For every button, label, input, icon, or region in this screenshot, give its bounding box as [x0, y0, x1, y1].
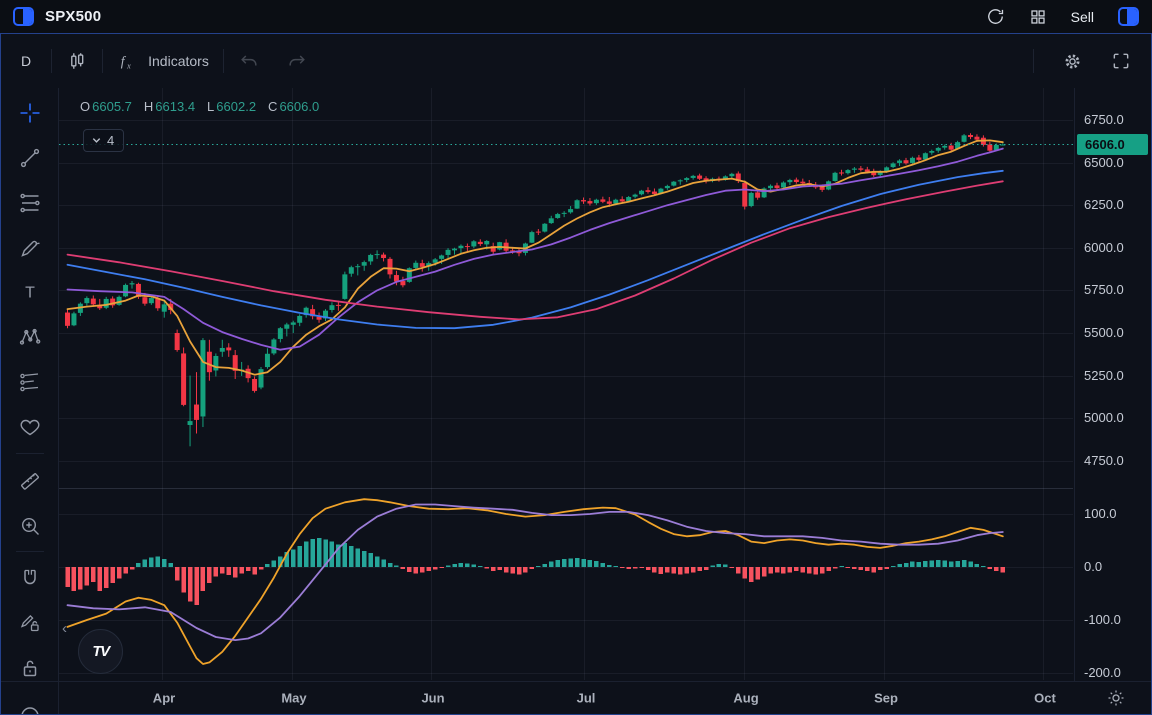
macd-lines-layer [66, 498, 1004, 665]
timeframe-button[interactable]: D [21, 53, 32, 69]
indicators-collapse-chip[interactable]: 4 [83, 129, 125, 152]
fullscreen-icon[interactable] [1111, 51, 1131, 71]
trend-line-tool-icon[interactable] [18, 146, 42, 170]
candles-layer [65, 133, 1006, 447]
macd-line [66, 498, 1004, 665]
fib-retracement-tool-icon[interactable] [18, 191, 42, 215]
topbar-actions: Sell [986, 7, 1139, 26]
time-axis-corner [1, 682, 59, 714]
toolbar-divider [16, 551, 44, 552]
price-tick-label: 6750.0 [1084, 112, 1124, 127]
settings-gear-icon[interactable] [1062, 51, 1083, 72]
drawing-toolbar: T [1, 88, 59, 681]
price-tick-label: 0.0 [1084, 559, 1103, 574]
zoom-in-tool-icon[interactable] [18, 514, 42, 538]
time-tick-label: May [281, 690, 307, 706]
svg-text:x: x [126, 61, 131, 70]
indicators-label: Indicators [148, 53, 209, 69]
toolbar-divider [51, 49, 53, 73]
ma-mid-violet [66, 147, 1004, 351]
ma-overlays-layer [66, 139, 1004, 376]
toolbar-divider [102, 49, 104, 73]
chevron-down-icon [92, 138, 101, 143]
price-tick-label: 6500.0 [1084, 154, 1124, 170]
price-tick-label: -100.0 [1084, 612, 1121, 627]
signal-line [66, 503, 1004, 641]
ma-fast-orange [66, 139, 1004, 376]
measure-tool-icon[interactable] [18, 469, 42, 493]
toolbar-divider [16, 453, 44, 454]
panel-toggle-icon-fill [1127, 9, 1137, 24]
theme-toggle-sun-icon[interactable] [1106, 688, 1126, 711]
time-tick-label: Sep [874, 690, 898, 706]
price-tick-label: -200.0 [1084, 665, 1121, 680]
time-tick-label: Oct [1034, 690, 1056, 706]
chart-body: T O 6605.7 H 6613.4 L 6602.2 C 6606.0 [1, 88, 1151, 681]
price-chart-canvas[interactable] [59, 88, 1073, 680]
price-tick-label: 6250.0 [1084, 197, 1124, 213]
refresh-icon[interactable] [986, 7, 1005, 26]
projection-tool-icon[interactable] [18, 370, 42, 394]
toolbar-divider [1033, 49, 1034, 73]
time-axis[interactable]: Apr May Jun Jul Aug Sep Oct [1, 681, 1151, 714]
tradingview-logo[interactable]: TV [78, 629, 123, 674]
time-tick-label: Aug [733, 690, 759, 706]
panel-toggle-icon[interactable] [1118, 7, 1139, 26]
toolbar-right-group [1033, 49, 1145, 73]
price-tick-label: 100.0 [1084, 506, 1117, 521]
time-tick-label: Apr [152, 690, 176, 706]
watchlist-panel-icon-fill [23, 9, 32, 24]
lock-all-tool-icon[interactable] [18, 656, 42, 680]
emoji-heart-tool-icon[interactable] [18, 415, 42, 439]
magnet-tool-icon[interactable] [18, 566, 42, 590]
undo-icon[interactable] [238, 51, 260, 71]
chart-area: O 6605.7 H 6613.4 L 6602.2 C 6606.0 4 ‹ TV [59, 88, 1074, 681]
grid-layer [59, 88, 1073, 680]
macd-histogram-layer [65, 537, 1005, 606]
time-tick-label: Jul [576, 690, 596, 706]
time-tick-label: Jun [421, 690, 445, 706]
indicator-count: 4 [107, 133, 115, 148]
redo-icon[interactable] [286, 51, 308, 71]
hide-marks-tool-icon[interactable] [18, 706, 42, 714]
ma-slow-blue [66, 169, 1004, 330]
watchlist-panel-icon[interactable] [13, 7, 34, 26]
candle-style-icon[interactable] [66, 50, 88, 72]
svg-text:T: T [25, 285, 35, 302]
svg-text:f: f [121, 54, 127, 69]
ma-long-pink [66, 180, 1004, 321]
price-tick-label: 4750.0 [1084, 452, 1124, 468]
topbar: SPX500 Sell [0, 0, 1152, 33]
price-tick-label: 5000.0 [1084, 410, 1124, 426]
last-price-label: 6606.0 [1077, 134, 1148, 156]
symbol-title: SPX500 [45, 8, 102, 25]
toolbar-divider [222, 49, 224, 73]
brush-tool-icon[interactable] [18, 236, 42, 260]
price-tick-label: 5750.0 [1084, 282, 1124, 298]
crosshair-tool-icon[interactable] [18, 101, 42, 125]
panel-collapse-chevron-icon[interactable]: ‹ [62, 620, 67, 637]
layout-grid-icon[interactable] [1029, 8, 1047, 26]
xabcd-pattern-tool-icon[interactable] [18, 325, 42, 349]
price-tick-label: 5250.0 [1084, 367, 1124, 383]
sell-button[interactable]: Sell [1070, 8, 1094, 25]
price-tick-label: 5500.0 [1084, 324, 1124, 340]
price-axis[interactable]: 6606.0 6750.0 6500.0 6250.0 6000.0 5750.0 550… [1074, 88, 1151, 681]
price-tick-label: 6000.0 [1084, 239, 1124, 255]
drawing-lock-tool-icon[interactable] [18, 611, 42, 635]
text-tool-icon[interactable]: T [18, 280, 42, 304]
